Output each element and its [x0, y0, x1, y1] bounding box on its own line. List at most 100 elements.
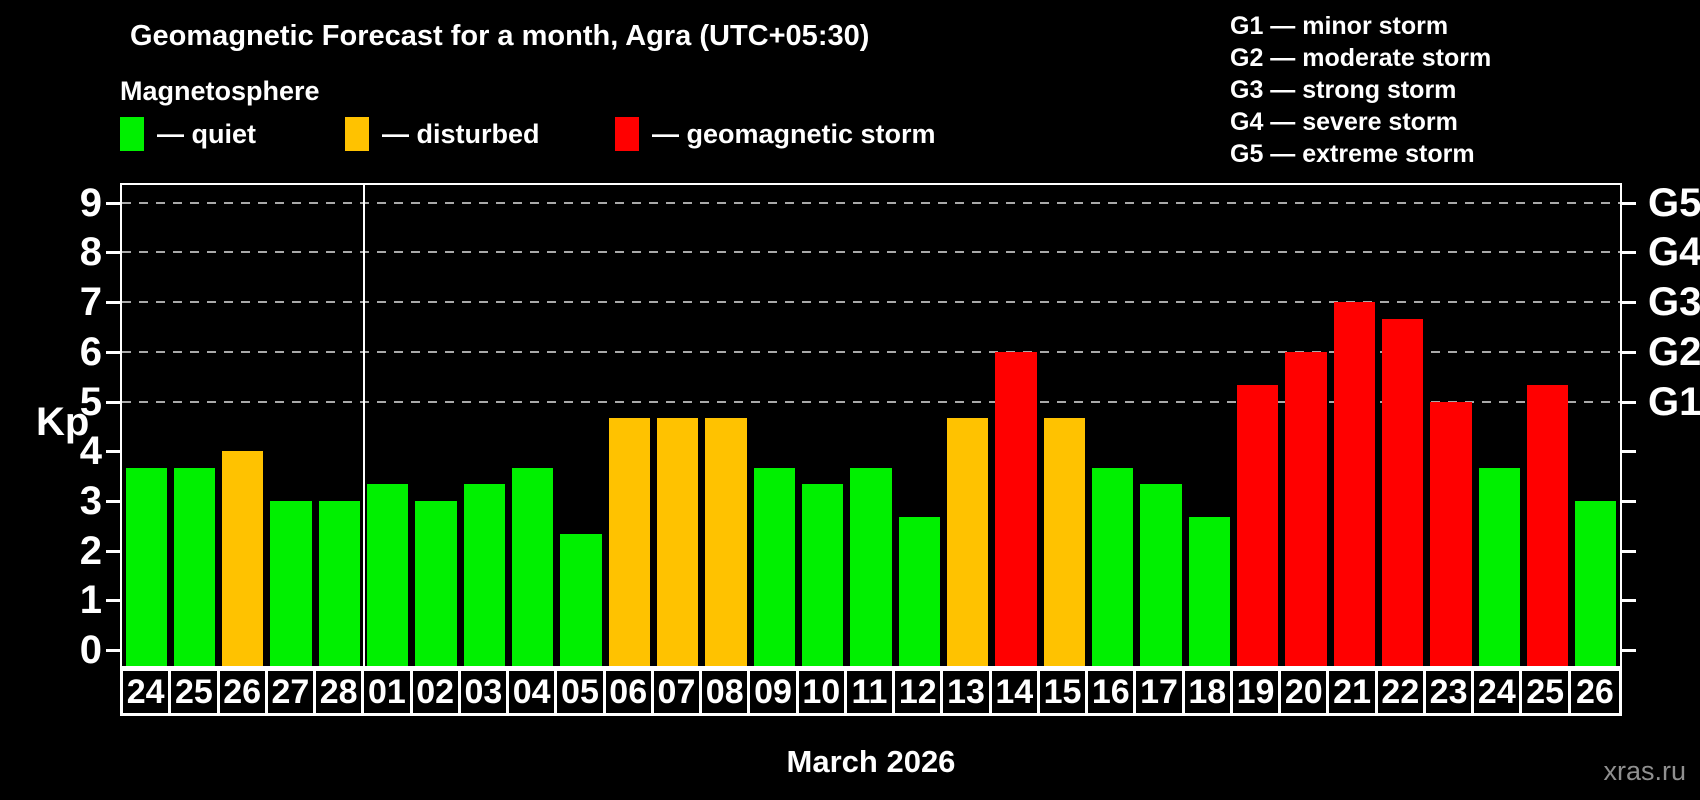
- kp-tick-label-2: 2: [79, 528, 102, 573]
- date-cell-25-29: 25: [1522, 671, 1571, 713]
- kp-tick-left-7: [106, 301, 120, 305]
- g-axis-labels: G1 G2 G3 G4 G5: [1648, 183, 1700, 668]
- kp-tick-label-3: 3: [79, 478, 102, 523]
- kp-tick-left-9: [106, 201, 120, 205]
- date-cell-18-22: 18: [1185, 671, 1233, 713]
- date-cell-01-5: 01: [364, 671, 413, 713]
- month-label: March 2026: [786, 744, 956, 779]
- kp-bar-day-24-0: [125, 467, 167, 666]
- date-cell-03-7: 03: [461, 671, 510, 713]
- date-cell-10-14: 10: [799, 671, 847, 713]
- date-cell-11-15: 11: [847, 671, 896, 713]
- kp-tick-label-6: 6: [79, 329, 102, 374]
- kp-bar-day-20-24: [1285, 351, 1327, 666]
- storm-scale-g4: G4 — severe storm: [1230, 108, 1458, 136]
- kp-tick-right-7: [1622, 301, 1636, 305]
- kp-tick-label-4: 4: [79, 429, 102, 474]
- kp-tick-right-6: [1622, 350, 1636, 354]
- legend-label-quiet: — quiet: [157, 118, 256, 149]
- date-cell-12-16: 12: [895, 671, 944, 713]
- kp-tick-right-4: [1622, 450, 1636, 454]
- kp-bar-day-08-12: [705, 417, 747, 666]
- kp-bar-day-17-21: [1140, 484, 1182, 666]
- kp-tick-left-2: [106, 549, 120, 553]
- date-cell-14-18: 14: [992, 671, 1040, 713]
- date-cell-06-10: 06: [606, 671, 654, 713]
- kp-tick-left-1: [106, 599, 120, 603]
- kp-tick-right-3: [1622, 499, 1636, 503]
- kp-bar-day-26-30: [1575, 500, 1617, 666]
- storm-scale-g1: G1 — minor storm: [1230, 12, 1449, 40]
- kp-bar-day-19-23: [1236, 385, 1279, 666]
- kp-bar-day-02-6: [415, 500, 457, 666]
- kp-tick-right-0: [1622, 649, 1636, 652]
- kp-tick-right-2: [1622, 549, 1636, 553]
- kp-bar-day-27-3: [270, 500, 312, 666]
- date-cell-09-13: 09: [750, 671, 799, 713]
- gridline-kp-7: [122, 301, 1620, 304]
- g-axis-label-G3: G3: [1648, 280, 1700, 325]
- date-cell-26-30: 26: [1575, 672, 1614, 711]
- date-cell-26-2: 26: [220, 671, 268, 713]
- kp-bar-day-28-4: [318, 500, 361, 666]
- storm-swatch: [615, 117, 639, 151]
- date-cell-28-4: 28: [316, 671, 365, 713]
- date-cell-22-26: 22: [1378, 671, 1426, 713]
- subtitle-magnetosphere: Magnetosphere: [120, 76, 320, 106]
- kp-tick-left-5: [106, 400, 120, 404]
- kp-tick-label-1: 1: [79, 578, 102, 623]
- kp-bar-day-09-13: [753, 467, 795, 666]
- date-cell-20-24: 20: [1281, 671, 1330, 713]
- kp-tick-left-4: [106, 450, 120, 454]
- legend-label-storm: — geomagnetic storm: [652, 118, 936, 149]
- kp-bar-day-25-1: [173, 467, 216, 666]
- kp-bar-day-03-7: [463, 484, 506, 666]
- kp-bar-day-10-14: [802, 484, 844, 666]
- kp-tick-label-5: 5: [79, 379, 102, 424]
- kp-bar-day-25-29: [1526, 385, 1569, 666]
- plot-area: [106, 183, 1636, 668]
- gridline-kp-8: [122, 251, 1620, 254]
- kp-tick-left-8: [106, 251, 120, 255]
- kp-bar-day-16-20: [1091, 467, 1134, 666]
- kp-bar-day-15-19: [1043, 417, 1085, 666]
- kp-bar-day-22-26: [1381, 318, 1424, 666]
- date-cell-15-19: 15: [1040, 671, 1089, 713]
- kp-bar-day-07-11: [657, 417, 699, 666]
- month-boundary-line: [362, 185, 365, 666]
- kp-bar-day-26-2: [222, 451, 264, 666]
- storm-scale-g5: G5 — extreme storm: [1230, 140, 1475, 168]
- kp-tick-right-9: [1622, 201, 1636, 205]
- kp-tick-right-1: [1622, 599, 1636, 603]
- date-cell-24-28: 24: [1474, 671, 1523, 713]
- storm-scale-g2: G2 — moderate storm: [1230, 44, 1492, 72]
- kp-tick-right-8: [1622, 251, 1636, 255]
- date-cell-24-0: 24: [123, 671, 172, 713]
- kp-tick-left-6: [106, 350, 120, 354]
- kp-bar-day-05-9: [560, 534, 602, 666]
- kp-bar-day-13-17: [946, 417, 989, 666]
- kp-bar-day-04-8: [512, 467, 554, 666]
- date-cell-16-20: 16: [1088, 671, 1137, 713]
- date-cell-27-3: 27: [268, 671, 317, 713]
- kp-tick-right-5: [1622, 400, 1636, 404]
- gridline-kp-6: [122, 350, 1620, 353]
- gridline-kp-5: [122, 400, 1620, 403]
- kp-axis-title: Kp: [36, 400, 90, 444]
- storm-scale-legend: G1 — minor storm G2 — moderate storm G3 …: [1230, 10, 1491, 170]
- date-cell-08-12: 08: [702, 671, 751, 713]
- kp-tick-label-0: 0: [79, 628, 102, 672]
- date-cell-25-1: 25: [171, 671, 220, 713]
- kp-bar-day-21-25: [1333, 302, 1375, 666]
- kp-status-legend: — quiet — disturbed — geomagnetic storm: [0, 117, 1700, 155]
- date-cell-17-21: 17: [1136, 671, 1185, 713]
- date-cell-02-6: 02: [413, 671, 461, 713]
- kp-tick-label-9: 9: [79, 180, 102, 225]
- g-axis-label-G5: G5: [1648, 180, 1700, 225]
- date-cell-21-25: 21: [1329, 671, 1378, 713]
- kp-tick-left-0: [106, 649, 120, 652]
- g-axis-label-G2: G2: [1648, 329, 1700, 374]
- kp-tick-left-3: [106, 499, 120, 503]
